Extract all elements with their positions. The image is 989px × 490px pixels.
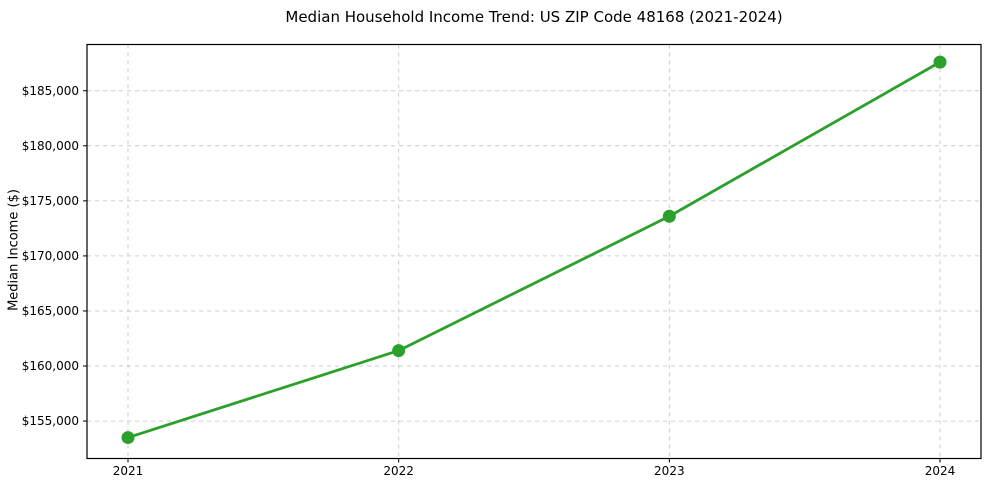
y-tick-label: $185,000 [21,83,79,98]
data-point [933,55,947,69]
y-tick-label: $180,000 [21,138,79,153]
plot-border [86,43,982,460]
x-tick-label: 2022 [383,464,414,478]
y-tick-label: $175,000 [21,193,79,208]
x-tick-label: 2021 [112,464,144,478]
trend-line [126,60,942,439]
x-tick-label: 2024 [924,464,956,478]
y-tick-label: $160,000 [21,359,79,373]
y-tick-label: $155,000 [21,414,79,429]
y-tick-label: $170,000 [21,248,79,263]
x-tick-label: 2023 [654,464,685,478]
y-tick-label: $165,000 [21,303,79,318]
data-point [662,209,676,223]
chart-title: Median Household Income Trend: US ZIP Co… [285,8,783,26]
data-point [121,431,135,445]
data-point [392,344,406,358]
